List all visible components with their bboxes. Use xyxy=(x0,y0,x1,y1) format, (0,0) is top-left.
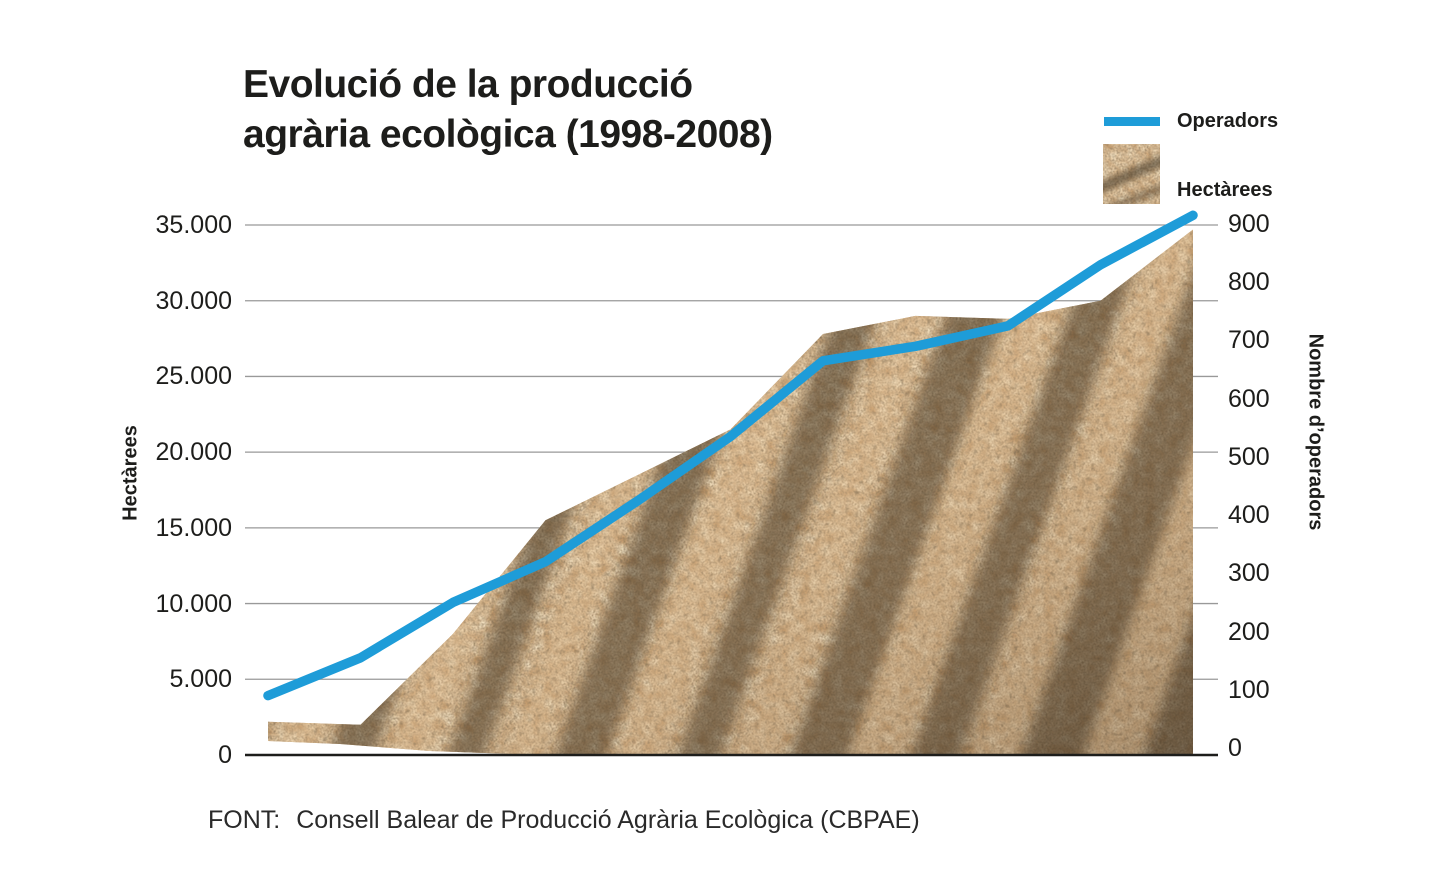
legend-label-hectarees: Hectàrees xyxy=(1177,179,1273,201)
legend-label-operadors: Operadors xyxy=(1177,110,1279,132)
right-axis-tick-label: 200 xyxy=(1228,617,1270,646)
source-text: Consell Balear de Producció Agrària Ecol… xyxy=(296,806,920,834)
hectarees-area xyxy=(268,229,1193,755)
right-axis-tick-label: 100 xyxy=(1228,675,1270,704)
right-axis-tick-label: 800 xyxy=(1228,268,1270,297)
right-axis-tick-label: 900 xyxy=(1228,210,1270,238)
left-axis-tick-label: 20.000 xyxy=(155,438,232,467)
chart-title-line1: Evolució de la producció xyxy=(243,63,693,106)
right-axis-tick-label: 0 xyxy=(1228,734,1242,762)
left-axis-tick-label: 30.000 xyxy=(155,286,232,315)
operadors-line xyxy=(263,210,1198,701)
left-axis-tick-label: 15.000 xyxy=(155,513,232,542)
source-label: FONT: xyxy=(208,806,281,834)
right-axis-tick-label: 400 xyxy=(1228,501,1270,530)
right-axis-tick-label: 500 xyxy=(1228,442,1270,471)
left-axis-tick-label: 5.000 xyxy=(169,665,232,694)
hectarees-soil-swatch-icon xyxy=(1103,144,1160,204)
right-axis-tick-label: 700 xyxy=(1228,326,1270,355)
left-axis-tick-label: 35.000 xyxy=(155,211,232,239)
right-axis-tick-label: 600 xyxy=(1228,384,1270,413)
chart-title-line2: agrària ecològica (1998-2008) xyxy=(243,113,773,156)
chart-title: Evolució de la producció agrària ecològi… xyxy=(243,60,963,160)
source-note: FONT: Consell Balear de Producció Agrària… xyxy=(208,804,920,836)
right-axis-title: Nombre d’operadors xyxy=(1304,333,1327,531)
right-axis-tick-label: 300 xyxy=(1228,559,1270,588)
left-axis-tick-label: 0 xyxy=(218,741,232,769)
operadors-line-swatch-icon xyxy=(1104,117,1160,126)
left-axis-tick-label: 10.000 xyxy=(155,589,232,618)
left-axis-tick-label: 25.000 xyxy=(155,362,232,391)
